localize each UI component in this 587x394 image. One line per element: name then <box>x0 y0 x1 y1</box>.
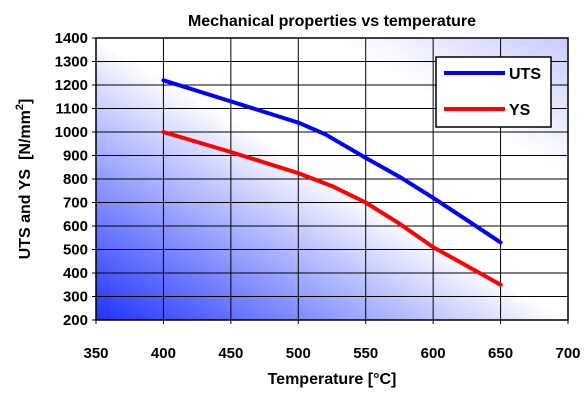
chart-title: Mechanical properties vs temperature <box>188 13 476 30</box>
y-tick-label: 700 <box>63 195 88 212</box>
x-tick-label: 700 <box>555 345 580 362</box>
y-axis-label-unit: [N/mm <box>17 110 34 160</box>
legend: UTS YS <box>435 56 552 128</box>
y-axis-label-unit-end: ] <box>17 99 34 104</box>
legend-box <box>435 56 552 128</box>
x-axis-ticks: 350 400 450 500 550 600 650 700 <box>83 320 581 362</box>
y-tick-label: 200 <box>63 312 88 329</box>
x-tick-label: 650 <box>488 345 513 362</box>
series-line-ys <box>161 130 503 287</box>
y-tick-label: 400 <box>63 265 88 282</box>
y-tick-label: 800 <box>63 171 88 188</box>
x-tick-label: 350 <box>83 345 108 362</box>
y-tick-label: 1000 <box>55 124 88 141</box>
y-tick-label: 900 <box>63 148 88 165</box>
y-tick-label: 1100 <box>55 101 88 118</box>
y-tick-label: 500 <box>63 242 88 259</box>
series-line-uts <box>161 78 503 245</box>
x-tick-label: 450 <box>218 345 243 362</box>
y-tick-label: 1300 <box>55 54 88 71</box>
y-tick-label: 300 <box>63 289 88 306</box>
y-axis-label: UTS and YS [N/mm2] <box>14 99 34 260</box>
x-tick-label: 400 <box>151 345 176 362</box>
legend-label-uts: UTS <box>509 66 541 83</box>
y-axis-label-unit-sup: 2 <box>14 104 26 110</box>
y-axis-label-main: UTS and YS <box>17 169 34 260</box>
x-tick-label: 500 <box>286 345 311 362</box>
series-group <box>161 78 503 287</box>
y-tick-label: 600 <box>63 218 88 235</box>
y-tick-label: 1200 <box>55 77 88 94</box>
x-axis-label: Temperature [°C] <box>268 371 397 388</box>
y-tick-label: 1400 <box>55 30 88 47</box>
x-tick-label: 600 <box>421 345 446 362</box>
y-axis-ticks: 200 300 400 500 600 700 800 900 1000 1100 1200 1300… <box>55 30 96 329</box>
legend-label-ys: YS <box>509 102 531 119</box>
x-tick-label: 550 <box>353 345 378 362</box>
